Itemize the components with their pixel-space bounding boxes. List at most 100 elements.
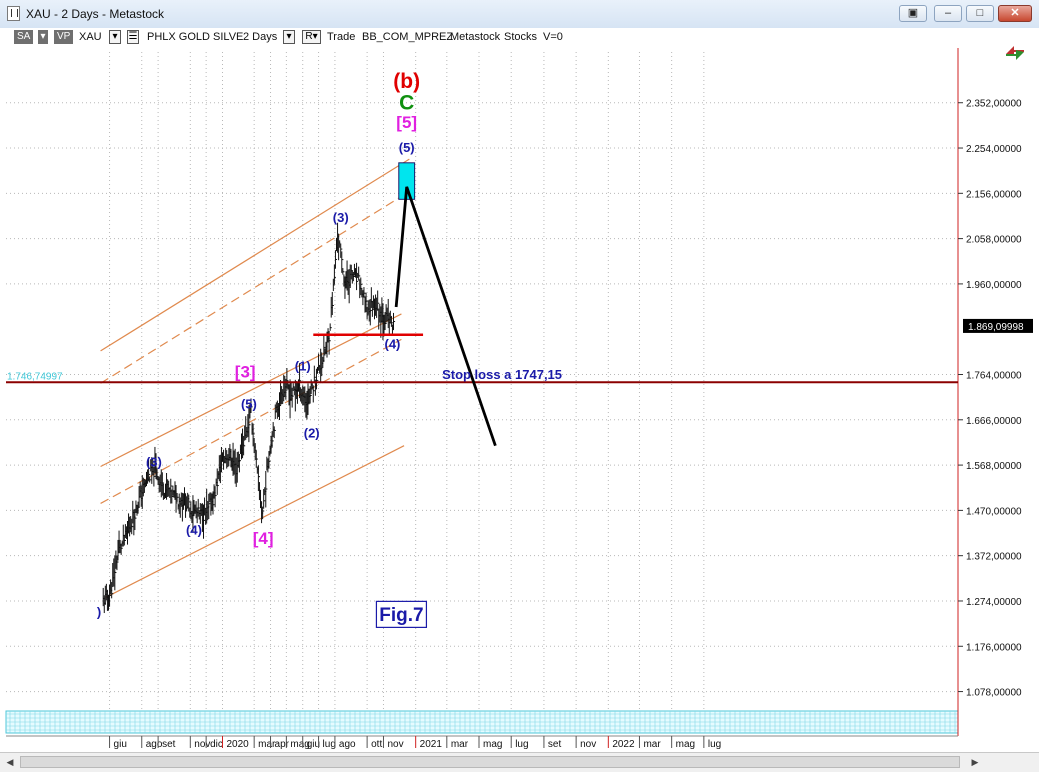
sa-dropdown-icon[interactable]: ▾ — [38, 30, 48, 44]
y-tick-label: 1.764,00000 — [966, 371, 1022, 382]
bottom-grid-panel — [5, 710, 959, 734]
x-tick-label: mar — [451, 739, 469, 750]
wave-label: ) — [97, 605, 101, 620]
x-tick-label: ago — [339, 739, 356, 750]
periodicity-label[interactable]: 2 Days — [243, 31, 278, 43]
y-tick-label: 1.666,00000 — [966, 416, 1022, 427]
x-tick-label: nov — [194, 739, 210, 750]
volume-label: V=0 — [543, 31, 563, 43]
stocks-label: Stocks — [504, 31, 538, 43]
wave-label: C — [399, 92, 414, 115]
wave-label: (4) — [385, 337, 401, 352]
chart-background — [0, 48, 1039, 752]
wave-label: [3] — [235, 363, 256, 382]
wave-label: [4] — [253, 529, 274, 548]
x-tick-label: ago — [146, 739, 163, 750]
wave-label: (5) — [399, 140, 415, 155]
trade-arrows-icon[interactable] — [1006, 46, 1024, 60]
minimize-button[interactable]: – — [934, 5, 962, 22]
x-tick-label: mar — [258, 739, 276, 750]
close-button[interactable]: ✕ — [998, 5, 1032, 22]
x-tick-label: mag — [676, 739, 695, 750]
wave-label: (5) — [241, 397, 257, 412]
y-tick-label: 2.058,00000 — [966, 235, 1022, 246]
chart-toolbar: SA ▾ VP XAU ▾ ☰ PHLX GOLD SILVE 2 Days ▾… — [0, 28, 1039, 48]
x-tick-label: nov — [580, 739, 596, 750]
y-tick-label: 1.470,00000 — [966, 506, 1022, 517]
y-tick-label: 1.960,00000 — [966, 280, 1022, 291]
y-tick-label: 2.352,00000 — [966, 99, 1022, 110]
figure-label-box — [375, 600, 428, 628]
x-tick-label: set — [548, 739, 562, 750]
y-tick-label: 1.274,00000 — [966, 597, 1022, 608]
wave-label: (4) — [186, 522, 202, 537]
x-tick-label: 2021 — [420, 739, 443, 750]
x-tick-label: ott — [371, 739, 382, 750]
stop-loss-value-label: 1.746,74997 — [7, 371, 63, 382]
x-tick-label: apr — [275, 739, 290, 750]
window-title: XAU - 2 Days - Metastock — [26, 7, 165, 21]
restore-window-button[interactable]: ▣ — [899, 5, 927, 22]
symbol-label[interactable]: XAU — [79, 31, 102, 43]
trade-label[interactable]: Trade — [327, 31, 356, 43]
channel-line-solid — [100, 313, 402, 468]
projection-line — [394, 186, 497, 447]
horizontal-scrollbar[interactable]: ◀ ▶ — [0, 752, 1039, 772]
symbol-dropdown-icon[interactable]: ▾ — [109, 30, 121, 44]
security-name: PHLX GOLD SILVE — [147, 31, 244, 43]
wave-label: (2) — [304, 425, 320, 440]
scroll-thumb[interactable] — [20, 756, 960, 768]
wave-label: [5] — [396, 113, 417, 132]
x-tick-label: nov — [387, 739, 403, 750]
y-tick-label: 1.568,00000 — [966, 461, 1022, 472]
figure-label: Fig.7 — [379, 605, 423, 626]
y-tick-label: 1.078,00000 — [966, 688, 1022, 699]
x-tick-label: mag — [290, 739, 309, 750]
vp-button[interactable]: VP — [54, 30, 74, 44]
wave-label: (3) — [146, 454, 162, 469]
periodicity-dropdown-icon[interactable]: ▾ — [283, 30, 295, 44]
x-tick-label: set — [162, 739, 176, 750]
x-tick-label: mag — [483, 739, 502, 750]
x-tick-label: lug — [708, 739, 721, 750]
x-tick-label: lug — [323, 739, 336, 750]
x-tick-label: lug — [515, 739, 528, 750]
maximize-button[interactable]: □ — [966, 5, 994, 22]
wave-label: (3) — [333, 210, 349, 225]
y-tick-label: 1.176,00000 — [966, 642, 1022, 653]
stop-loss-note: Stop loss a 1747,15 — [442, 367, 562, 382]
x-tick-label: 2020 — [227, 739, 250, 750]
server-label: BB_COM_MPREZ — [362, 31, 454, 43]
y-tick-label: 2.254,00000 — [966, 144, 1022, 155]
scroll-left-icon[interactable]: ◀ — [6, 757, 14, 767]
sa-button[interactable]: SA — [14, 30, 34, 44]
x-tick-label: 2022 — [612, 739, 635, 750]
wave-annotations: (b)C[5] (5) (3) (4) (1) (2) (5) [3] [4] (3) (4)) St… — [97, 70, 562, 628]
y-tick-label: 1.372,00000 — [966, 552, 1022, 563]
channel-line-dashed — [100, 338, 402, 504]
price-levels: 1.746,74997 — [6, 333, 958, 384]
projection-path — [394, 162, 497, 447]
x-tick-label: giu — [114, 739, 127, 750]
x-tick-label: mar — [643, 739, 661, 750]
wave-label: (1) — [295, 359, 311, 374]
wave-label: (b) — [393, 70, 420, 93]
y-tick-label: 2.156,00000 — [966, 189, 1022, 200]
channel-line-dashed — [100, 190, 410, 384]
last-price-label: 1.869,09998 — [968, 322, 1024, 333]
last-price-badge — [963, 318, 1033, 333]
r-button[interactable]: R▾ — [302, 30, 321, 44]
chart-grid — [6, 52, 958, 736]
security-list-icon[interactable]: ☰ — [127, 30, 139, 44]
scroll-right-icon[interactable]: ▶ — [971, 757, 979, 767]
x-tick-label: dic — [210, 739, 223, 750]
trend-channels — [100, 158, 410, 598]
price-bars — [102, 222, 396, 614]
channel-line-solid — [105, 445, 405, 598]
price-axis: 2.352,00000 2.254,00000 2.156,00000 2.058,0… — [958, 99, 1033, 699]
source-label: Metastock — [450, 31, 501, 43]
document-icon — [7, 6, 20, 21]
channel-line-solid — [100, 158, 410, 352]
